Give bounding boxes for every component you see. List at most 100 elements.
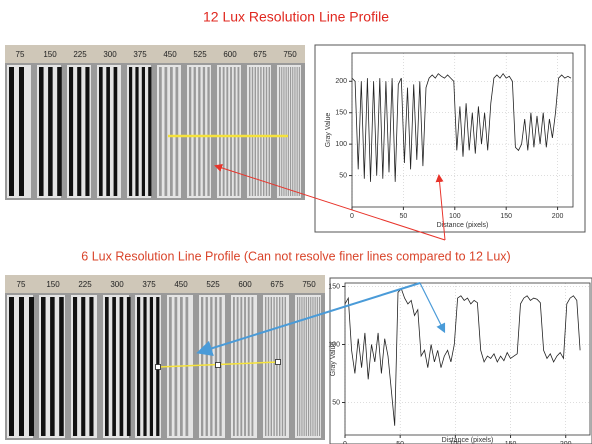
- stripe: [260, 67, 261, 196]
- ruler-label: 525: [193, 50, 207, 59]
- stripe: [9, 67, 14, 196]
- chart-frame: [330, 278, 592, 444]
- stripe: [230, 67, 232, 196]
- stripe: [248, 297, 250, 436]
- chart-frame: [315, 45, 585, 232]
- y-axis-label: Gray Value: [330, 342, 337, 377]
- y-tick-label: 100: [335, 141, 347, 148]
- x-axis-label: Distance (pixels): [437, 222, 489, 229]
- ruler-label: 150: [43, 50, 57, 59]
- stripe: [206, 297, 208, 436]
- stripe: [9, 297, 14, 436]
- stripe: [238, 67, 240, 196]
- stripe: [271, 297, 272, 436]
- stripe: [290, 67, 291, 196]
- ruler-label: 750: [283, 50, 297, 59]
- ruler-label: 600: [238, 280, 252, 289]
- stripe: [112, 297, 116, 436]
- stripe: [312, 297, 313, 436]
- stripe: [159, 67, 162, 196]
- stripe: [194, 67, 196, 196]
- stripe: [240, 297, 242, 436]
- stripe: [89, 297, 93, 436]
- slide: 12 Lux Resolution Line Profile 6 Lux Res…: [0, 0, 592, 444]
- stripe: [127, 297, 131, 436]
- stripe: [223, 67, 225, 196]
- stripe: [283, 67, 284, 196]
- stripe: [237, 297, 239, 436]
- stripe: [165, 67, 168, 196]
- stripe: [292, 67, 293, 196]
- ruler-label: 300: [103, 50, 117, 59]
- stripe: [120, 297, 124, 436]
- stripe: [39, 67, 44, 196]
- stripe: [81, 297, 85, 436]
- stripe: [252, 67, 253, 196]
- ruler-label: 375: [133, 50, 147, 59]
- x-tick-label: 0: [350, 213, 354, 220]
- ruler-label: 75: [16, 50, 25, 59]
- x-tick-label: 150: [500, 213, 512, 220]
- y-tick-label: 150: [335, 110, 347, 117]
- stripe: [137, 297, 140, 436]
- stripe: [279, 67, 280, 196]
- stripe: [29, 297, 34, 436]
- x-axis-label: Distance (pixels): [442, 437, 494, 444]
- stripe: [304, 297, 305, 436]
- stripe: [319, 297, 320, 436]
- stripe-bg: [247, 65, 271, 198]
- stripe: [294, 67, 295, 196]
- stripe: [315, 297, 316, 436]
- stripe: [142, 67, 145, 196]
- profile-handle: [276, 360, 281, 365]
- stripe: [48, 67, 53, 196]
- profile-handle: [156, 365, 161, 370]
- stripe: [252, 297, 254, 436]
- stripe: [301, 297, 302, 436]
- ruler-label: 150: [46, 280, 60, 289]
- stripe: [201, 297, 203, 436]
- stripe: [234, 67, 236, 196]
- x-tick-label: 200: [552, 213, 564, 220]
- stripe: [219, 67, 221, 196]
- stripe: [19, 297, 24, 436]
- y-axis-label: Gray Value: [325, 113, 332, 148]
- stripe: [279, 297, 280, 436]
- stripe: [148, 67, 151, 196]
- stripe: [150, 297, 153, 436]
- stripe: [299, 67, 300, 196]
- stripe: [105, 297, 109, 436]
- stripe: [288, 67, 289, 196]
- stripe: [286, 67, 287, 196]
- ruler-label: 375: [142, 280, 156, 289]
- stripe: [282, 297, 283, 436]
- stripe: [99, 67, 103, 196]
- stripe: [189, 67, 191, 196]
- stripe: [233, 297, 235, 436]
- stripe: [106, 67, 110, 196]
- stripe: [129, 67, 132, 196]
- stripe: [281, 67, 282, 196]
- stripe: [73, 297, 77, 436]
- stripe: [297, 67, 298, 196]
- stripe: [198, 67, 200, 196]
- stripe: [135, 67, 138, 196]
- stripe: [263, 67, 264, 196]
- stripe: [244, 297, 246, 436]
- stripe: [299, 297, 300, 436]
- ruler-label: 225: [73, 50, 87, 59]
- slide-subtitle: 6 Lux Resolution Line Profile (Can not r…: [81, 249, 510, 263]
- stripe: [207, 67, 209, 196]
- ruler-label: 450: [163, 50, 177, 59]
- y-tick-label: 50: [332, 399, 340, 406]
- slide-title: 12 Lux Resolution Line Profile: [203, 9, 389, 25]
- stripe: [297, 297, 298, 436]
- stripe: [273, 297, 274, 436]
- stripe: [77, 67, 81, 196]
- stripe: [69, 67, 73, 196]
- stripe: [285, 297, 286, 436]
- stripe: [176, 67, 179, 196]
- stripe: [266, 67, 267, 196]
- y-tick-label: 50: [339, 172, 347, 179]
- y-tick-label: 150: [328, 283, 340, 290]
